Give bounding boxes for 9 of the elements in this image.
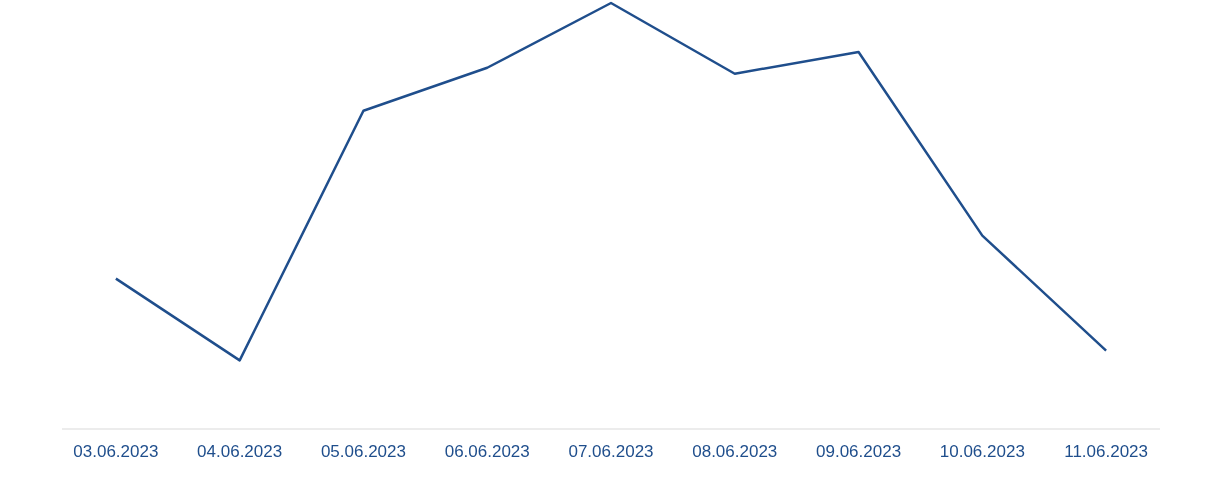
x-tick-label: 04.06.2023 <box>197 442 283 461</box>
x-tick-label: 09.06.2023 <box>816 442 902 461</box>
x-tick-label: 06.06.2023 <box>444 442 530 461</box>
x-tick-label: 05.06.2023 <box>320 442 406 461</box>
x-tick-label: 07.06.2023 <box>568 442 654 461</box>
x-tick-label: 11.06.2023 <box>1064 442 1149 461</box>
x-tick-label: 10.06.2023 <box>939 442 1025 461</box>
x-tick-label: 08.06.2023 <box>692 442 778 461</box>
x-tick-label: 03.06.2023 <box>73 442 159 461</box>
